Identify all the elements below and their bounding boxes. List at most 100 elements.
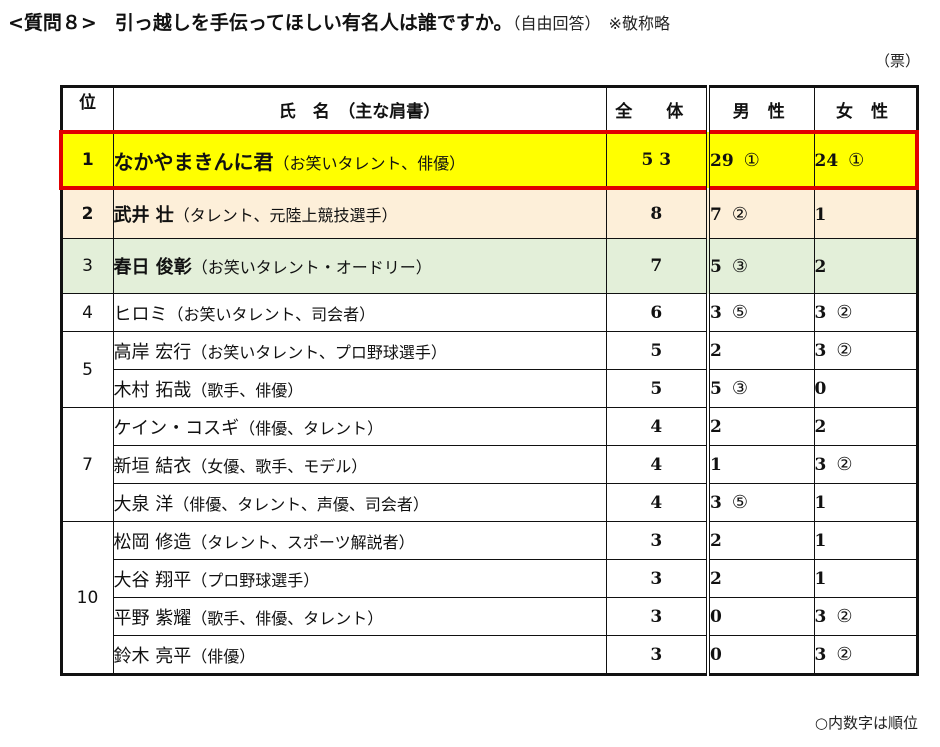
female-count: 3 (814, 341, 827, 361)
female-count: 3 (814, 645, 827, 665)
female-count: 1 (814, 569, 827, 589)
female-rank-badge: ② (836, 454, 853, 475)
name-cell: 大泉 洋（俳優、タレント、声優、司会者） (112, 483, 607, 522)
total-votes: 3 (605, 559, 710, 598)
celebrity-name: ヒロミ (113, 303, 168, 325)
celebrity-role: （お笑いタレント、司会者） (167, 304, 376, 324)
celebrity-role: （歌手、俳優、タレント） (191, 608, 384, 628)
celebrity-name: 大泉 洋 (113, 493, 174, 515)
column-header-female: 女 性 (813, 86, 918, 133)
female-count: 2 (814, 256, 827, 277)
female-count: 3 (814, 303, 827, 323)
celebrity-name: 鈴木 亮平 (113, 645, 192, 667)
male-count: 7 (710, 204, 722, 225)
total-votes: 3 (605, 597, 710, 636)
column-header-male: 男 性 (707, 86, 815, 133)
column-header-rank: 位 (60, 86, 114, 133)
name-cell: ヒロミ（お笑いタレント、司会者） (112, 293, 607, 332)
question-label: <質問８> (8, 12, 97, 34)
celebrity-role: （歌手、俳優） (191, 380, 304, 400)
male-count: 0 (710, 645, 722, 665)
female-votes: 1 (813, 559, 918, 598)
celebrity-name: 武井 壮 (113, 205, 174, 226)
male-count: 1 (710, 455, 722, 475)
celebrity-role: （お笑いタレント、プロ野球選手） (191, 342, 447, 362)
male-count: 5 (710, 379, 722, 399)
male-count: 2 (710, 569, 722, 589)
female-rank-badge: ① (848, 149, 865, 171)
total-votes: 5 (605, 369, 710, 408)
celebrity-name: 平野 紫耀 (113, 607, 192, 629)
celebrity-name: 新垣 結衣 (113, 455, 192, 477)
name-cell: 松岡 修造（タレント、スポーツ解説者） (112, 521, 607, 560)
female-count: 0 (814, 379, 827, 399)
male-count: 2 (710, 531, 722, 551)
female-votes: 2 (813, 238, 918, 294)
column-header-total: 全 体 (605, 86, 710, 133)
rank-cell: 4 (60, 293, 114, 332)
male-rank-badge: ⑤ (731, 302, 748, 323)
female-count: 3 (814, 455, 827, 475)
rank-cell: 10 (60, 521, 114, 675)
name-cell: ケイン・コスギ（俳優、タレント） (112, 407, 607, 446)
male-votes: 1 (707, 445, 815, 484)
rank-cell: 2 (60, 187, 114, 239)
female-votes: 24 ① (813, 130, 919, 190)
table-row: 大谷 翔平（プロ野球選手） 3 2 1 (61, 559, 918, 598)
name-cell: 新垣 結衣（女優、歌手、モデル） (112, 445, 607, 484)
male-count: 5 (710, 256, 722, 277)
female-count: 24 (814, 150, 839, 171)
female-count: 2 (814, 417, 827, 437)
male-votes: 0 (707, 597, 815, 636)
name-cell: 平野 紫耀（歌手、俳優、タレント） (112, 597, 607, 636)
column-header-name: 氏 名 （主な肩書） (112, 86, 607, 133)
celebrity-name: 木村 拓哉 (113, 379, 192, 401)
male-count: 3 (710, 303, 722, 323)
total-votes: 5 3 (605, 130, 710, 190)
rank-cell: 5 (60, 331, 114, 408)
female-count: 1 (814, 531, 827, 551)
celebrity-name: 春日 俊彰 (113, 257, 192, 278)
male-votes: 29 ① (707, 130, 815, 190)
name-cell: 春日 俊彰（お笑いタレント・オードリー） (112, 238, 607, 294)
total-votes: 4 (605, 445, 710, 484)
answer-type: （自由回答） (512, 14, 601, 33)
female-rank-badge: ② (836, 340, 853, 361)
male-votes: 2 (707, 331, 815, 370)
male-rank-badge: ① (743, 149, 760, 171)
table-row: 7 ケイン・コスギ（俳優、タレント） 4 2 2 (60, 407, 918, 522)
male-count: 29 (710, 150, 734, 171)
question-text: 引っ越しを手伝ってほしい有名人は誰ですか。 (114, 12, 513, 34)
male-rank-badge: ⑤ (731, 492, 748, 513)
name-cell: 武井 壮（タレント、元陸上競技選手） (112, 187, 607, 239)
total-votes: 5 (605, 331, 710, 370)
page-title: <質問８> 引っ越しを手伝ってほしい有名人は誰ですか。（自由回答） ※敬称略 (8, 8, 670, 35)
male-count: 0 (710, 607, 722, 627)
male-votes: 2 (707, 521, 815, 560)
female-rank-badge: ② (836, 644, 853, 665)
female-count: 1 (814, 204, 827, 225)
male-count: 2 (710, 417, 722, 437)
female-rank-badge: ② (836, 302, 853, 323)
total-votes: 6 (605, 293, 710, 332)
table-row: 10 松岡 修造（タレント、スポーツ解説者） 3 2 1 (60, 521, 918, 675)
rank-cell: 3 (60, 238, 114, 294)
female-count: 1 (814, 493, 827, 513)
male-count: 2 (710, 341, 722, 361)
celebrity-role: （プロ野球選手） (191, 570, 320, 590)
female-votes: 1 (813, 483, 918, 522)
male-votes: 2 (707, 407, 815, 446)
total-votes: 3 (605, 521, 710, 560)
celebrity-name: ケイン・コスギ (113, 417, 240, 439)
total-votes: 4 (605, 407, 710, 446)
honorific-note: ※敬称略 (608, 14, 670, 33)
